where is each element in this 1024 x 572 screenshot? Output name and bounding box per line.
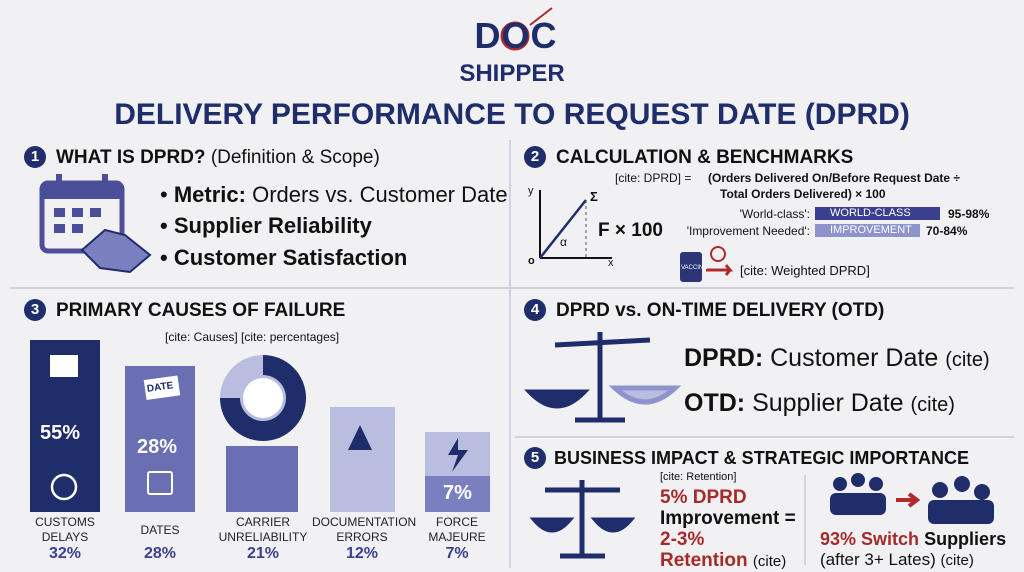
vaccine-label: VACCINE — [681, 265, 708, 271]
subtitle: (Definition & Scope) — [210, 147, 380, 168]
bullet: • Supplier Reliability — [160, 213, 372, 238]
row-bold: OTD: — [684, 389, 746, 417]
section-title: CALCULATION & BENCHMARKS — [556, 147, 854, 168]
comparison-row: DPRD: Customer Date (cite) — [684, 346, 990, 371]
bullet-bold: Customer Satisfaction — [173, 245, 408, 270]
factor-label: F × 100 — [598, 220, 663, 241]
cause-label: DATES — [140, 523, 180, 537]
row-text: Customer Date — [770, 344, 939, 372]
cause-label: CARRIER — [235, 515, 290, 529]
bullet-bold: Supplier Reliability — [173, 213, 372, 238]
alpha-label: α — [560, 235, 567, 249]
bar-value: 55% — [40, 422, 81, 444]
title: WHAT IS DPRD? — [56, 147, 206, 168]
row-cite: (cite) — [910, 394, 955, 416]
section-number: 3 — [24, 299, 46, 321]
bullet-text: Orders vs. Customer Date — [252, 182, 508, 207]
switch-line: (after 3+ Lates) (cite) — [820, 551, 974, 568]
switch-bold: Suppliers — [924, 529, 1007, 549]
impact-line: Retention (cite) — [660, 551, 786, 570]
benchmark-bar-label: WORLD-CLASS — [830, 207, 911, 219]
section-number: 5 — [524, 447, 546, 469]
cause-percent: 21% — [246, 545, 280, 562]
logo-bottom: SHIPPER — [459, 60, 565, 87]
cause-label: UNRELIABILITY — [218, 530, 308, 544]
bullet: • Customer Satisfaction — [160, 245, 408, 270]
benchmark-label: 'World-class': — [739, 207, 810, 221]
impact-bold: Retention — [660, 550, 748, 571]
section-number: 1 — [24, 146, 46, 168]
section-title: WHAT IS DPRD? (Definition & Scope) — [56, 148, 380, 167]
row-cite: (cite) — [945, 349, 990, 371]
cause-label: MAJEURE — [428, 530, 486, 544]
bullet-bold: Metric: — [173, 182, 246, 207]
formula-cite: [cite: DPRD] = — [615, 171, 692, 185]
bar-value: 28% — [137, 436, 178, 458]
formula-line: (Orders Delivered On/Before Request Date… — [708, 171, 960, 185]
impact-line: 5% DPRD — [660, 487, 747, 508]
row-text: Supplier Date — [752, 389, 904, 417]
benchmark-range: 70-84% — [926, 224, 968, 238]
row-bold: DPRD: — [684, 344, 764, 372]
cause-label: ERRORS — [336, 530, 388, 544]
impact-line: 2-3% — [660, 529, 705, 550]
switch-cite: (cite) — [940, 552, 974, 569]
cite: [cite: Retention] — [660, 471, 737, 483]
cause-percent: 28% — [143, 545, 177, 562]
benchmark-bar-label: IMPROVEMENT — [830, 224, 912, 236]
sigma-label: Σ — [590, 189, 598, 204]
switch-line: 93% Switch Suppliers — [820, 530, 1006, 548]
formula-line: Total Orders Delivered) × 100 — [720, 187, 886, 201]
cause-label: FORCE — [436, 515, 478, 529]
cause-percent: 32% — [48, 545, 82, 562]
switch-text: (after 3+ Lates) — [820, 550, 936, 569]
logo-top: DOC — [474, 15, 558, 56]
benchmark-range: 95-98% — [948, 207, 990, 221]
section-title: DPRD vs. ON-TIME DELIVERY (OTD) — [556, 300, 885, 321]
cause-percent: 12% — [345, 545, 379, 562]
section-number: 2 — [524, 146, 546, 168]
cause-label: CUSTOMS — [35, 515, 95, 529]
cite: [cite: Causes] [cite: percentages] — [165, 330, 340, 344]
cause-percent: 7% — [445, 545, 469, 562]
section-title: PRIMARY CAUSES OF FAILURE — [56, 300, 346, 321]
section-number: 4 — [524, 299, 546, 321]
axis-label: x — [608, 257, 614, 269]
bar-value: 7% — [443, 482, 472, 504]
axis-label: y — [528, 185, 534, 197]
origin-label: o — [528, 255, 535, 267]
section-title: BUSINESS IMPACT & STRATEGIC IMPORTANCE — [554, 448, 970, 468]
cause-label: DOCUMENTATION — [312, 515, 417, 529]
benchmark-label: 'Improvement Needed': — [686, 224, 810, 238]
bullet: • Metric: Orders vs. Customer Date — [160, 182, 508, 207]
comparison-row: OTD: Supplier Date (cite) — [684, 391, 955, 416]
cause-label: DELAYS — [41, 530, 89, 544]
page-title: DELIVERY PERFORMANCE TO REQUEST DATE (DP… — [114, 98, 910, 131]
impact-line: Improvement = — [660, 508, 796, 529]
note: [cite: Weighted DPRD] — [740, 263, 870, 278]
switch-bold: 93% Switch — [820, 529, 920, 549]
impact-cite: (cite) — [752, 553, 787, 570]
